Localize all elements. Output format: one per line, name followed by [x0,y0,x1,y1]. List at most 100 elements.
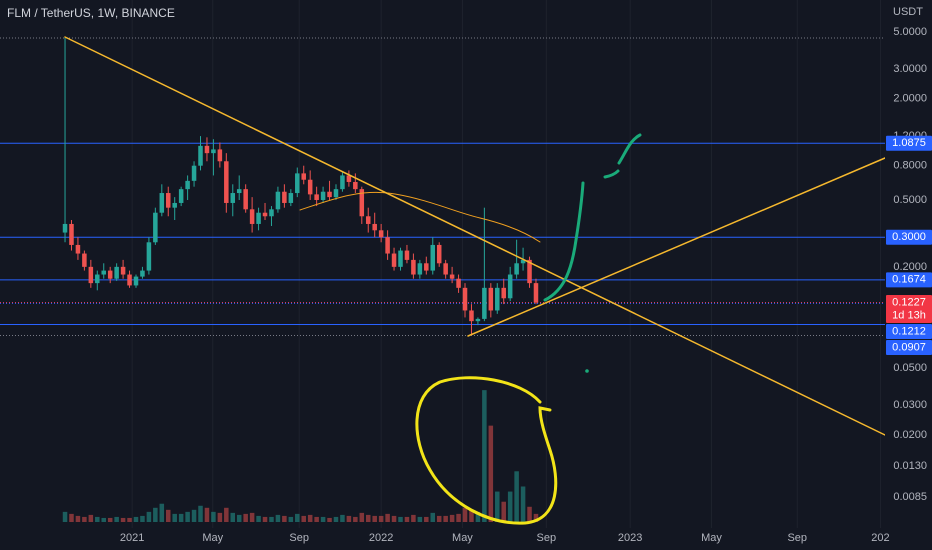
candle-body [282,191,287,203]
candles [62,38,539,336]
price-lines [0,37,885,337]
candle-body [378,230,384,238]
candle-body [514,263,519,275]
candle-body [262,212,268,217]
trendline [467,157,886,337]
price-label: 0.3000 [892,231,926,243]
candle-body [133,276,139,286]
volume-bar [159,503,165,522]
candle-body [417,263,423,275]
volume-bar [107,517,113,522]
candle-body [224,161,229,203]
volume-bar [95,516,100,522]
candle-body [346,175,352,182]
candle-body [107,270,113,279]
drawing-circle [415,376,558,525]
candle-body [269,209,274,217]
candle-body [391,253,397,267]
volume-bar [527,506,532,522]
candle-body [333,189,339,198]
candle-body [436,244,442,264]
candle-body [462,287,468,311]
candle-body [159,193,165,213]
candle-body [340,175,345,190]
volume-bar [191,509,197,522]
volume-bar [404,516,410,522]
candle-body [475,318,481,322]
volume-bar [82,516,87,522]
candle-body [191,165,197,181]
volume-bar [249,512,255,522]
y-tick-label: 0.8000 [893,160,927,172]
volume-bar [482,390,487,522]
candle-body [165,193,171,208]
volume-bar [411,514,416,522]
volume-bar [391,515,397,522]
candle-body [456,278,461,288]
volume-bar [127,517,132,522]
x-tick-label: Sep [537,532,557,544]
candle-body [153,212,158,243]
volume-bar [514,471,519,522]
candle-body [178,189,184,203]
volume-bar [533,513,539,522]
volume-bar [462,507,468,522]
candle-body [353,181,358,190]
x-tick-label: May [452,532,473,544]
volume-bar [204,507,210,522]
candle-body [404,250,410,260]
y-tick-label: 0.0300 [893,399,927,411]
volume-bar [353,516,358,522]
candle-body [82,253,87,267]
volume-bar [327,517,332,522]
x-tick-label: 2022 [369,532,393,544]
candle-body [140,270,145,277]
volume-bar [436,515,442,522]
y-tick-label: 3.0000 [893,63,927,75]
volume-bar [172,513,177,522]
volume-bar [236,514,242,522]
volume-bar [398,516,403,522]
volume-bar [269,516,274,522]
volume-bar [449,514,455,522]
candle-body [430,244,436,271]
y-tick-label: 0.0200 [893,429,927,441]
volume-bar [282,515,287,522]
candle-body [114,266,119,279]
volume-bar [372,515,377,522]
volume-bar [507,491,513,522]
volume-bar [417,516,423,522]
x-tick-label: May [202,532,223,544]
volume-bar [75,515,81,522]
volume-bar [378,515,384,522]
candle-body [101,270,106,275]
x-tick-label: 2021 [120,532,144,544]
drawings [64,36,886,525]
candle-body [204,145,210,154]
x-tick-label: 2023 [618,532,642,544]
chart-title: FLM / TetherUS, 1W, BINANCE [7,6,175,20]
volume-bar [295,513,300,522]
volume-bar [430,512,436,522]
candle-body [120,266,126,275]
y-tick-label: 0.0085 [893,491,927,503]
y-tick-label: 5.0000 [893,26,927,38]
volume-bar [230,512,236,522]
candle-body [411,259,416,275]
candle-body [449,274,455,279]
candle-body [75,244,81,254]
volume-bar [385,513,390,522]
price-label-box [886,229,932,245]
drawing-curve [543,181,585,302]
volume-bar [198,505,203,522]
candle-body [307,179,313,195]
y-tick-label: 0.5000 [893,194,927,206]
candle-body [501,287,506,299]
candle-body [275,191,281,210]
volume-bar [69,513,74,522]
volume-bar [165,509,171,522]
volume-bar [243,513,248,522]
candle-body [301,173,306,180]
volume-bar [424,516,429,522]
